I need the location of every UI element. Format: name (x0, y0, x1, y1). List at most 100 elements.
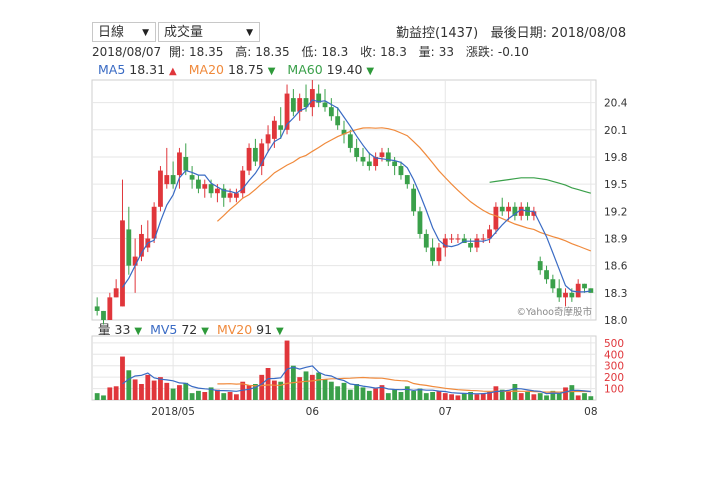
volume-bar (569, 385, 575, 400)
volume-bar (328, 381, 334, 400)
volume-bar (563, 387, 568, 400)
vol-legend-name: MV20 (216, 322, 253, 337)
ma-legend-value: 19.40 (322, 62, 367, 77)
candle-body (328, 107, 334, 117)
candle-body (506, 206, 511, 212)
vol-mv20-legend: MV20 91 ▼ (217, 322, 284, 337)
candle-body (208, 184, 214, 194)
volume-bar (145, 374, 151, 400)
candle-body (404, 175, 410, 185)
volume-bar (537, 393, 543, 400)
candle-body (271, 120, 277, 139)
volume-bar (297, 377, 303, 400)
candle-body (430, 247, 436, 262)
close-label: 收: (360, 45, 377, 59)
volume-bar (183, 382, 189, 400)
open-label: 開: (169, 45, 186, 59)
volume-bar (398, 392, 404, 400)
candle-body (468, 243, 473, 248)
candle-body (196, 179, 201, 189)
volume-bar (347, 389, 353, 400)
volume-bar (430, 392, 436, 400)
candle-body (170, 175, 176, 185)
down-triangle-icon: ▼ (276, 326, 284, 337)
candle-body (290, 98, 296, 112)
candle-body (366, 161, 372, 167)
candle-body (94, 306, 100, 311)
down-triangle-icon: ▼ (366, 66, 375, 77)
candle-body (354, 147, 360, 157)
candle-body (544, 270, 549, 280)
ma-ma60-legend: MA60 19.40 ▼ (287, 62, 374, 77)
volume-bar (215, 389, 220, 400)
candle-body (569, 292, 575, 298)
volume-bar (480, 393, 486, 400)
vol-legend-name: 量 (98, 322, 111, 337)
volume-bar (550, 390, 556, 400)
candle-body (234, 193, 239, 198)
price-tick-label: 18.0 (604, 315, 627, 327)
candle-body (423, 233, 429, 248)
candle-body (265, 134, 271, 144)
candle-body (385, 152, 391, 162)
volume-bar (531, 394, 537, 400)
volume-bar (449, 394, 454, 400)
mv5-line (122, 365, 591, 395)
volume-bar (588, 396, 594, 400)
candle-body (347, 134, 353, 148)
volume-bar (404, 386, 410, 400)
candle-body (303, 98, 309, 108)
candle-body (202, 184, 208, 189)
candle-body (392, 161, 398, 167)
candle-body (360, 156, 366, 162)
volume-bar (120, 356, 125, 400)
candle-body (563, 292, 568, 298)
volume-bar (151, 380, 157, 400)
candle-body (373, 156, 379, 167)
mv20-line (217, 376, 591, 393)
volume-bar (341, 382, 347, 400)
ma60-line (489, 177, 591, 194)
volume-bar (316, 372, 322, 400)
period-select-value: 日線 (98, 25, 125, 40)
volume-bar (544, 395, 549, 400)
candle-body (139, 233, 144, 257)
volume-bar (392, 389, 398, 400)
period-select[interactable]: 日線 ▼ (92, 22, 156, 42)
price-tick-label: 19.2 (604, 206, 627, 218)
candle-body (518, 206, 524, 216)
volume-label: 量: (418, 45, 435, 59)
candle-body (278, 125, 284, 130)
candle-body (316, 93, 322, 103)
date-tick-label: 07 (439, 406, 452, 418)
candle-body (189, 175, 195, 180)
change-value: -0.10 (497, 45, 529, 59)
candle-body (436, 247, 442, 262)
volume-bar (322, 379, 328, 400)
indicator-select[interactable]: 成交量 ▼ (158, 22, 260, 42)
candle-body (227, 193, 233, 198)
volume-tick-label: 400 (604, 349, 624, 361)
volume-bar (556, 393, 562, 400)
ma-legend-name: MA5 (98, 62, 126, 77)
price-tick-label: 18.3 (604, 288, 627, 300)
candle-body (259, 143, 265, 167)
candle-body (164, 175, 170, 185)
candle-body (221, 188, 227, 198)
candle-body (411, 188, 417, 212)
volume-bar (379, 385, 385, 400)
ma-legend: MA5 18.31 ▲ MA20 18.75 ▼ MA60 19.40 ▼ (98, 62, 386, 77)
volume-bar (227, 392, 233, 400)
ma-legend-name: MA20 (188, 62, 224, 77)
low-label: 低: (301, 45, 318, 59)
vol-mv5-legend: MV5 72 ▼ (150, 322, 209, 337)
volume-bar (158, 377, 163, 400)
ohlc-summary: 2018/08/07 開: 18.35 高: 18.35 低: 18.3 收: 18.3… (92, 43, 537, 60)
candle-body (499, 206, 505, 212)
last-date-label: 最後日期: (490, 26, 548, 41)
candle-body (575, 283, 581, 298)
volume-bar (234, 394, 239, 400)
yahoo-watermark: ©Yahoo奇摩股市 (517, 306, 593, 318)
candle-body (246, 147, 252, 171)
volume-bar (373, 388, 379, 400)
